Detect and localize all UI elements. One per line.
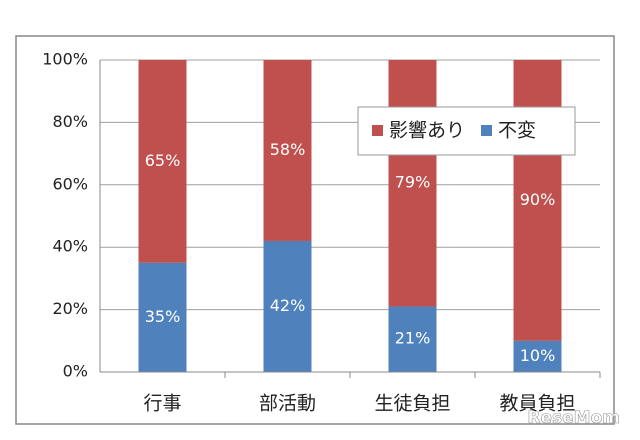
legend-label: 不変 (498, 120, 536, 142)
data-label: 10% (520, 346, 556, 365)
bar-segment (138, 60, 187, 263)
x-tick-label: 生徒負担 (374, 393, 450, 415)
data-label: 42% (270, 296, 306, 315)
x-tick-label: 行事 (143, 393, 181, 415)
y-tick-label: 0% (63, 362, 88, 381)
x-tick-label: 部活動 (259, 393, 316, 415)
y-tick-label: 80% (52, 112, 88, 131)
legend-swatch (481, 125, 493, 136)
watermark: ReseMom (527, 408, 620, 428)
data-label: 90% (520, 190, 556, 209)
data-label: 58% (270, 140, 306, 159)
y-tick-label: 60% (52, 174, 88, 193)
bar-segment (388, 60, 437, 307)
y-tick-label: 40% (52, 237, 88, 256)
bar-segment (263, 240, 312, 372)
y-tick-label: 20% (52, 299, 88, 318)
data-label: 79% (395, 173, 431, 192)
y-tick-label: 100% (42, 50, 88, 69)
legend-swatch (372, 125, 383, 136)
legend-box (357, 106, 576, 156)
data-label: 21% (395, 329, 431, 348)
data-label: 65% (145, 151, 181, 170)
bar-segment (138, 262, 187, 372)
bar-segment (513, 340, 562, 372)
x-tick-label: 教員負担 (499, 393, 575, 415)
legend-label: 影響あり (389, 120, 465, 142)
data-label: 35% (145, 307, 181, 326)
bar-segment (263, 60, 312, 241)
bar-segment (388, 306, 437, 372)
